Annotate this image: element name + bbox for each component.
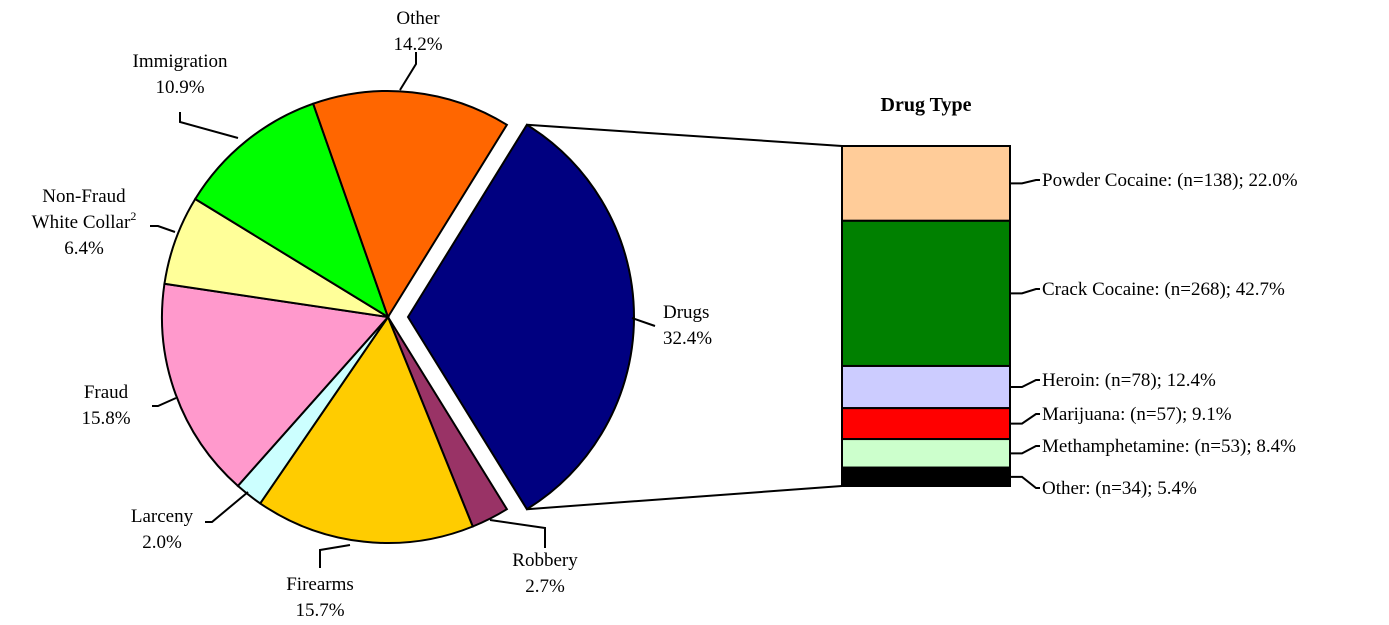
bar-segment-crack-cocaine <box>841 219 1011 367</box>
leader-line-robbery <box>489 519 546 548</box>
bar-label-crack-cocaine: Crack Cocaine: (n=268); 42.7% <box>1042 279 1285 300</box>
bar-leader-powder-cocaine <box>1010 179 1040 185</box>
bar-leader-other <box>1010 475 1040 489</box>
pie-label-other: Other 14.2% <box>393 8 442 55</box>
bar-leader-crack-cocaine <box>1010 288 1040 295</box>
bar-label-powder-cocaine: Powder Cocaine: (n=138); 22.0% <box>1042 170 1298 191</box>
bar-title: Drug Type <box>881 94 972 116</box>
connector-lines <box>526 123 843 511</box>
bar-segment-heroin <box>841 364 1011 410</box>
pie-label-drugs: Drugs 32.4% <box>663 302 712 349</box>
leader-line-firearms <box>319 544 351 568</box>
pie-slice-fraud <box>161 282 390 488</box>
bar-segment-powder-cocaine <box>841 145 1011 222</box>
pie-slice-other <box>311 90 509 320</box>
bar-segment-marijuana <box>841 407 1011 441</box>
pie-label-fraud: Fraud 15.8% <box>81 382 130 429</box>
bar-leader-marijuana <box>1010 413 1040 425</box>
bar-leader-methamphetamine <box>1010 445 1040 455</box>
bar-label-other: Other: (n=34); 5.4% <box>1042 478 1197 499</box>
bar-label-marijuana: Marijuana: (n=57); 9.1% <box>1042 404 1232 425</box>
bar-leader-heroin <box>1010 379 1040 389</box>
pie-label-robbery: Robbery 2.7% <box>512 550 578 597</box>
connector-bottom <box>526 485 843 511</box>
pie-label-larceny: Larceny 2.0% <box>131 506 194 553</box>
bar-segment-methamphetamine <box>841 438 1011 469</box>
bar-segment-other <box>841 466 1011 488</box>
pie-slice-firearms <box>258 314 475 544</box>
leader-line-drugs <box>631 317 656 327</box>
stacked-bar-chart: Drug Type Powder Cocaine: (n=138); 22.0%… <box>841 94 1298 499</box>
leader-line-fraud <box>152 397 177 407</box>
pie-slice-immigration <box>193 102 390 320</box>
bar-label-methamphetamine: Methamphetamine: (n=53); 8.4% <box>1042 436 1296 457</box>
pie-slice-drugs <box>406 123 635 511</box>
leader-line-larceny <box>205 491 249 523</box>
connector-top <box>526 123 843 147</box>
pie-label-non-fraud: Non-Fraud White Collar2 6.4% <box>32 186 137 259</box>
leader-line-other <box>399 52 417 91</box>
leader-line-non-fraud <box>150 225 176 233</box>
pie-label-immigration: Immigration 10.9% <box>133 51 228 98</box>
pie-chart: Drugs 32.4% Robbery 2.7% Firearms 15.7% Larcen… <box>32 8 713 621</box>
pie-label-firearms: Firearms 15.7% <box>286 574 354 621</box>
leader-line-immigration <box>179 112 239 139</box>
bar-label-heroin: Heroin: (n=78); 12.4% <box>1042 370 1216 391</box>
